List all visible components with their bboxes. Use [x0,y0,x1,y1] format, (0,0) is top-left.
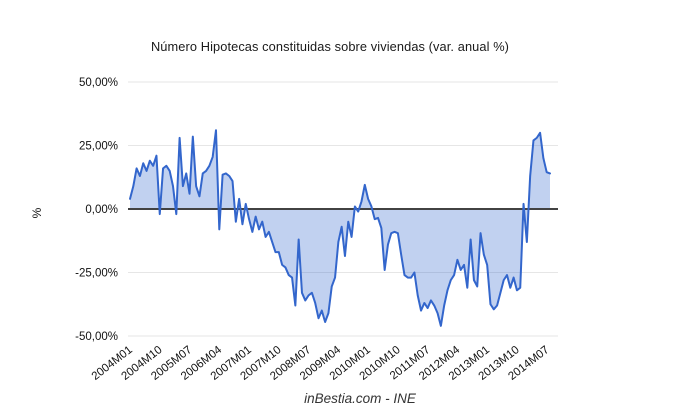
y-axis-labels: 50,00% 25,00% 0,00% -25,00% -50,00% [75,77,118,343]
chart-title: Número Hipotecas constituidas sobre vivi… [150,39,510,54]
gridlines [128,81,558,337]
series-line [129,129,551,327]
x-axis-labels: 2004M012004M102005M072006M042007M012007M… [90,344,552,383]
series-fill [130,130,550,326]
source-attribution: inBestia.com - INE [304,391,416,406]
y-tick-label: 25,00% [79,141,118,153]
area-series [128,129,558,327]
y-axis-title: % [30,207,44,218]
y-tick-label: 0,00% [85,204,118,216]
y-tick-label: 50,00% [79,77,118,89]
y-tick-label: -50,00% [75,331,118,343]
y-tick-label: -25,00% [75,268,118,280]
